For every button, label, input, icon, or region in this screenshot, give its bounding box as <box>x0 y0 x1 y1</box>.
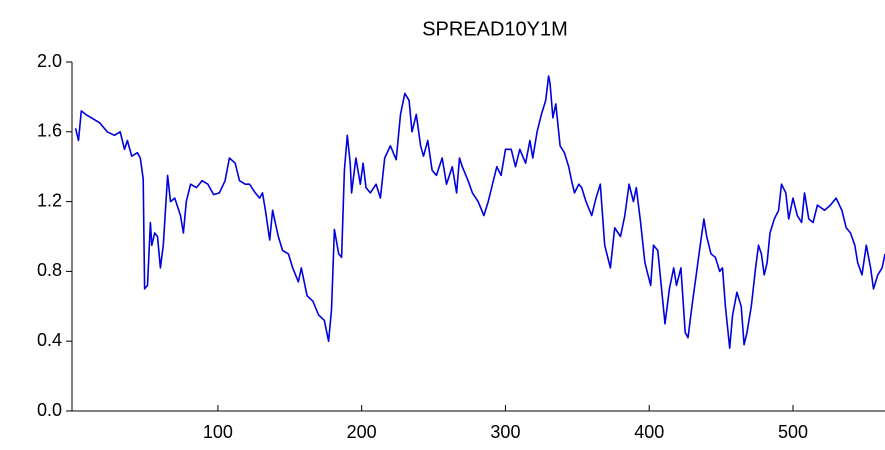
chart-title: SPREAD10Y1M <box>422 18 568 40</box>
y-tick-label: 1.6 <box>37 121 62 141</box>
x-tick-label: 300 <box>490 422 520 442</box>
y-tick-label: 2.0 <box>37 51 62 71</box>
x-tick-label: 400 <box>634 422 664 442</box>
y-tick-label: 1.2 <box>37 190 62 210</box>
x-tick-label: 200 <box>347 422 377 442</box>
x-tick-label: 500 <box>778 422 808 442</box>
y-tick-label: 0.8 <box>37 260 62 280</box>
y-tick-label: 0.0 <box>37 400 62 420</box>
y-tick-label: 0.4 <box>37 330 62 350</box>
x-tick-label: 100 <box>203 422 233 442</box>
data-line <box>74 75 885 349</box>
